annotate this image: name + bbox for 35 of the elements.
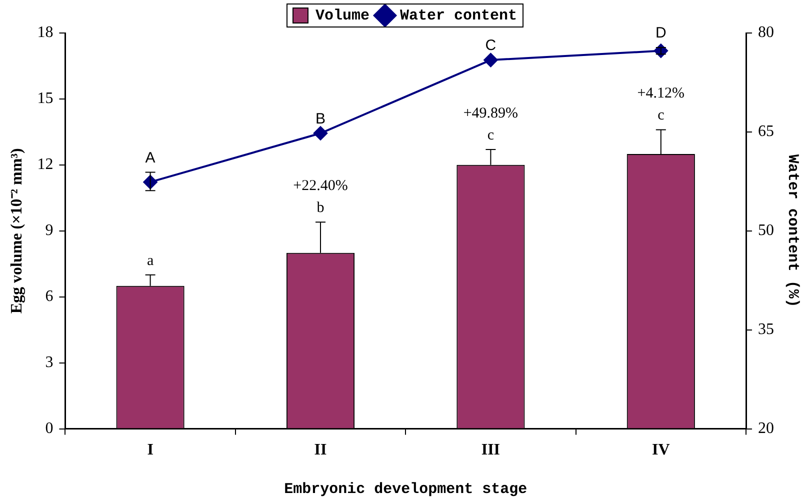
y2-tick-label: 20	[758, 420, 774, 438]
y-tick-label: 15	[37, 90, 54, 108]
point	[484, 53, 498, 68]
y2-tick-label: 65	[758, 123, 774, 140]
y-tick-label: 3	[45, 354, 54, 372]
x-tick-label: I	[147, 442, 154, 459]
y-axis-title: Egg volume (×10⁻² mm³)	[8, 148, 26, 314]
y2-axis-title: Water content (%)	[784, 154, 802, 308]
annotation: +49.89%	[463, 105, 518, 122]
legend-label: Water content	[400, 7, 518, 24]
point	[654, 44, 668, 58]
annotation: B	[315, 110, 326, 128]
y2-tick-label: 50	[758, 222, 774, 240]
x-axis-title: Embryonic development stage	[284, 480, 528, 498]
y2-tick-label: 80	[758, 24, 774, 42]
y-tick-label: 6	[45, 288, 54, 306]
y-tick-label: 18	[37, 24, 54, 42]
annotation: C	[485, 37, 496, 54]
annotation: A	[145, 149, 156, 166]
point	[314, 126, 328, 140]
annotation: +22.40%	[293, 178, 348, 194]
y-tick-label: 0	[45, 420, 54, 438]
annotation: c	[487, 127, 494, 144]
x-tick-label: IV	[652, 442, 670, 459]
y-tick-label: 12	[37, 156, 54, 174]
y-tick-label: 9	[45, 222, 54, 240]
annotation: c	[658, 108, 665, 124]
annotation: a	[146, 252, 154, 269]
annotation: +4.12%	[637, 86, 685, 102]
x-tick-label: II	[314, 442, 327, 459]
annotation: b	[316, 200, 324, 216]
x-tick-label: III	[481, 442, 500, 459]
annotation: D	[655, 24, 666, 42]
legend-label: Volume	[315, 7, 370, 24]
y2-tick-label: 35	[758, 321, 774, 338]
